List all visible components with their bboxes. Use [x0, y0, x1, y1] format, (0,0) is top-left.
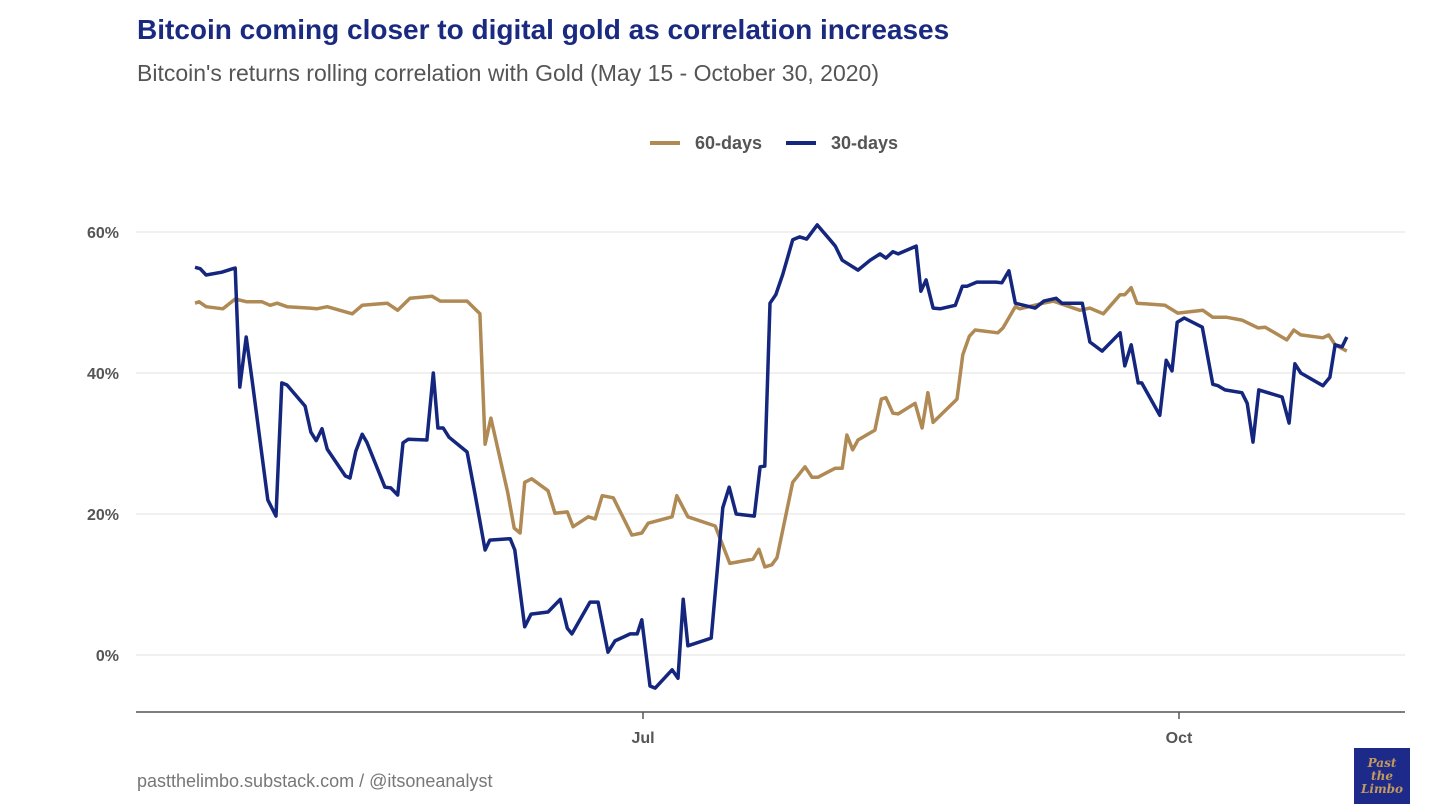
legend: 60-days 30-days — [650, 133, 898, 153]
chart-subtitle: Bitcoin's returns rolling correlation wi… — [137, 60, 879, 86]
y-axis-ticks: 0% 20% 40% 60% — [87, 225, 119, 665]
legend-label: 60-days — [695, 133, 762, 153]
y-tick-label: 40% — [87, 366, 119, 383]
y-tick-label: 20% — [87, 507, 119, 524]
gridlines — [136, 231, 1405, 656]
source-credit: pastthelimbo.substack.com / @itsoneanaly… — [137, 771, 493, 791]
x-tick-label: Jul — [631, 730, 654, 747]
series-line-30-days — [194, 223, 1349, 690]
legend-label: 30-days — [831, 133, 898, 153]
series-line-60-days — [194, 285, 1348, 569]
y-tick-label: 60% — [87, 225, 119, 242]
chart-title: Bitcoin coming closer to digital gold as… — [137, 14, 950, 45]
y-tick-label: 0% — [96, 648, 119, 665]
x-tick-label: Oct — [1166, 730, 1193, 747]
series-lines — [194, 223, 1349, 690]
past-the-limbo-logo: Past the Limbo — [1354, 748, 1410, 804]
x-axis-ticks: Jul Oct — [631, 712, 1193, 747]
